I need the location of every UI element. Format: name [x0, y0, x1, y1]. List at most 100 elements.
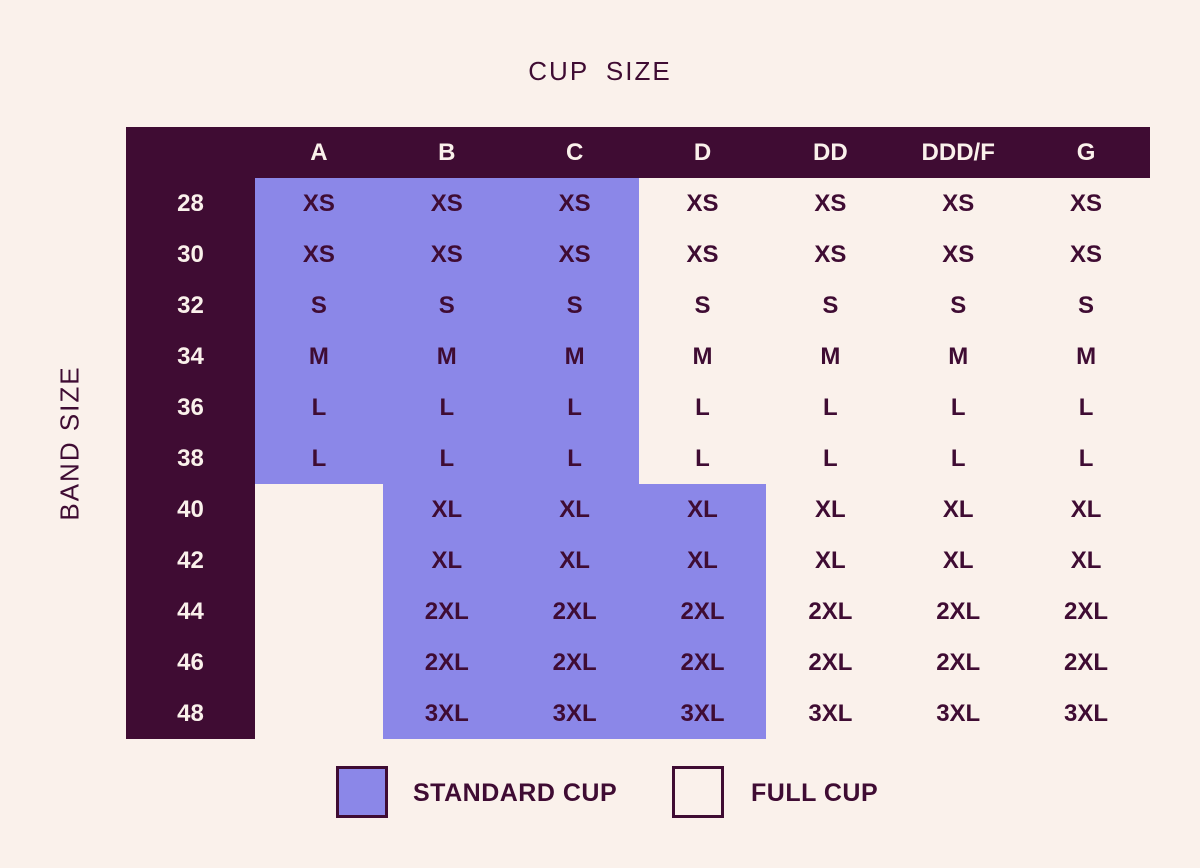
size-cell	[255, 688, 383, 739]
size-cell: 2XL	[680, 597, 725, 625]
size-cell: XS	[814, 240, 847, 268]
band-label-38: 38	[126, 433, 255, 484]
size-cell: XS	[558, 189, 591, 217]
size-cell: L	[695, 393, 710, 421]
band-label-30: 30	[126, 229, 255, 280]
size-cell	[255, 586, 383, 637]
band-label-28: 28	[126, 178, 255, 229]
size-cell: 3XL	[552, 699, 597, 727]
cup-header-DDD/F: DDD/F	[894, 127, 1023, 178]
size-cell: XS	[686, 189, 719, 217]
size-cell: 3XL	[808, 699, 853, 727]
size-cell: L	[950, 393, 966, 421]
size-cell: 3XL	[936, 699, 981, 727]
size-cell: XL	[431, 546, 463, 574]
size-cell: M	[1076, 342, 1097, 370]
size-cell: 3XL	[680, 699, 725, 727]
band-label-40: 40	[126, 484, 255, 535]
size-cell: 2XL	[936, 648, 981, 676]
page-title: CUP SIZE	[528, 56, 672, 86]
size-cell: 2XL	[808, 597, 853, 625]
size-cell: L	[823, 393, 838, 421]
size-cell: 2XL	[424, 597, 469, 625]
size-cell: L	[439, 444, 455, 472]
cup-header-C: C	[510, 127, 639, 178]
size-cell: XL	[687, 495, 718, 523]
size-cell: L	[1078, 444, 1094, 472]
size-cell: XS	[942, 189, 975, 217]
size-cell: L	[439, 393, 455, 421]
cup-header-G: G	[1022, 127, 1150, 178]
size-cell: XL	[1070, 495, 1102, 523]
size-cell: XL	[431, 495, 463, 523]
size-cell: XL	[942, 546, 974, 574]
size-cell: L	[311, 393, 327, 421]
size-cell: M	[308, 342, 329, 370]
size-cell: L	[950, 444, 966, 472]
table-corner-cell	[126, 127, 255, 178]
size-cell: XL	[815, 546, 846, 574]
size-cell: XL	[1070, 546, 1102, 574]
band-label-42: 42	[126, 535, 255, 586]
size-cell: XS	[942, 240, 975, 268]
size-cell: S	[694, 291, 711, 319]
size-cell: L	[567, 393, 582, 421]
size-cell: S	[310, 291, 327, 319]
size-cell: M	[564, 342, 585, 370]
band-label-34: 34	[126, 331, 255, 382]
size-cell: XL	[559, 546, 590, 574]
band-size-axis-label: BAND SIZE	[54, 365, 85, 521]
size-cell: 2XL	[552, 648, 597, 676]
band-label-44: 44	[126, 586, 255, 637]
size-cell: S	[822, 291, 839, 319]
size-cell: M	[948, 342, 969, 370]
size-cell: XS	[302, 240, 335, 268]
size-cell: XS	[814, 189, 847, 217]
cup-header-D: D	[638, 127, 767, 178]
size-cell: L	[567, 444, 582, 472]
size-cell: XS	[1070, 240, 1103, 268]
size-cell: L	[1078, 393, 1094, 421]
size-cell: M	[820, 342, 841, 370]
full-cup-legend-label: FULL CUP	[751, 779, 879, 807]
size-cell: S	[566, 291, 583, 319]
size-cell	[255, 535, 383, 586]
size-cell: 2XL	[1064, 648, 1109, 676]
size-cell: M	[692, 342, 713, 370]
size-cell: S	[950, 291, 967, 319]
size-cell: 2XL	[936, 597, 981, 625]
size-cell: XL	[942, 495, 974, 523]
size-cell: XS	[430, 240, 463, 268]
size-cell: XS	[302, 189, 335, 217]
band-label-36: 36	[126, 382, 255, 433]
band-label-48: 48	[126, 688, 255, 739]
size-cell: S	[1078, 291, 1095, 319]
size-cell: S	[438, 291, 455, 319]
size-cell: XS	[558, 240, 591, 268]
size-cell: 3XL	[1064, 699, 1109, 727]
size-cell: XS	[430, 189, 463, 217]
size-cell: XL	[559, 495, 590, 523]
size-cell: L	[823, 444, 838, 472]
cup-header-B: B	[382, 127, 511, 178]
size-cell: L	[311, 444, 327, 472]
full-cup-swatch	[672, 766, 724, 818]
size-cell: XS	[1070, 189, 1103, 217]
size-cell	[255, 637, 383, 688]
standard-cup-legend-label: STANDARD CUP	[413, 779, 618, 807]
size-cell: M	[436, 342, 457, 370]
size-cell	[255, 484, 383, 535]
size-cell: 2XL	[1064, 597, 1109, 625]
band-label-32: 32	[126, 280, 255, 331]
band-label-46: 46	[126, 637, 255, 688]
size-cell: 2XL	[424, 648, 469, 676]
size-cell: 2XL	[680, 648, 725, 676]
size-chart-table: A B C D DD DDD/F G 28 XS XS XS XS XS XS XS 30 XS XS XS XS XS…	[126, 127, 1150, 739]
cup-header-A: A	[255, 127, 383, 178]
size-cell: L	[695, 444, 710, 472]
size-cell: 3XL	[424, 699, 469, 727]
standard-cup-swatch	[336, 766, 388, 818]
size-chart-grid: A B C D DD DDD/F G 28 XS XS XS XS XS XS XS 30 XS XS XS XS XS…	[126, 127, 1150, 739]
size-cell: XL	[815, 495, 846, 523]
standard-cup-region-top	[255, 178, 639, 484]
